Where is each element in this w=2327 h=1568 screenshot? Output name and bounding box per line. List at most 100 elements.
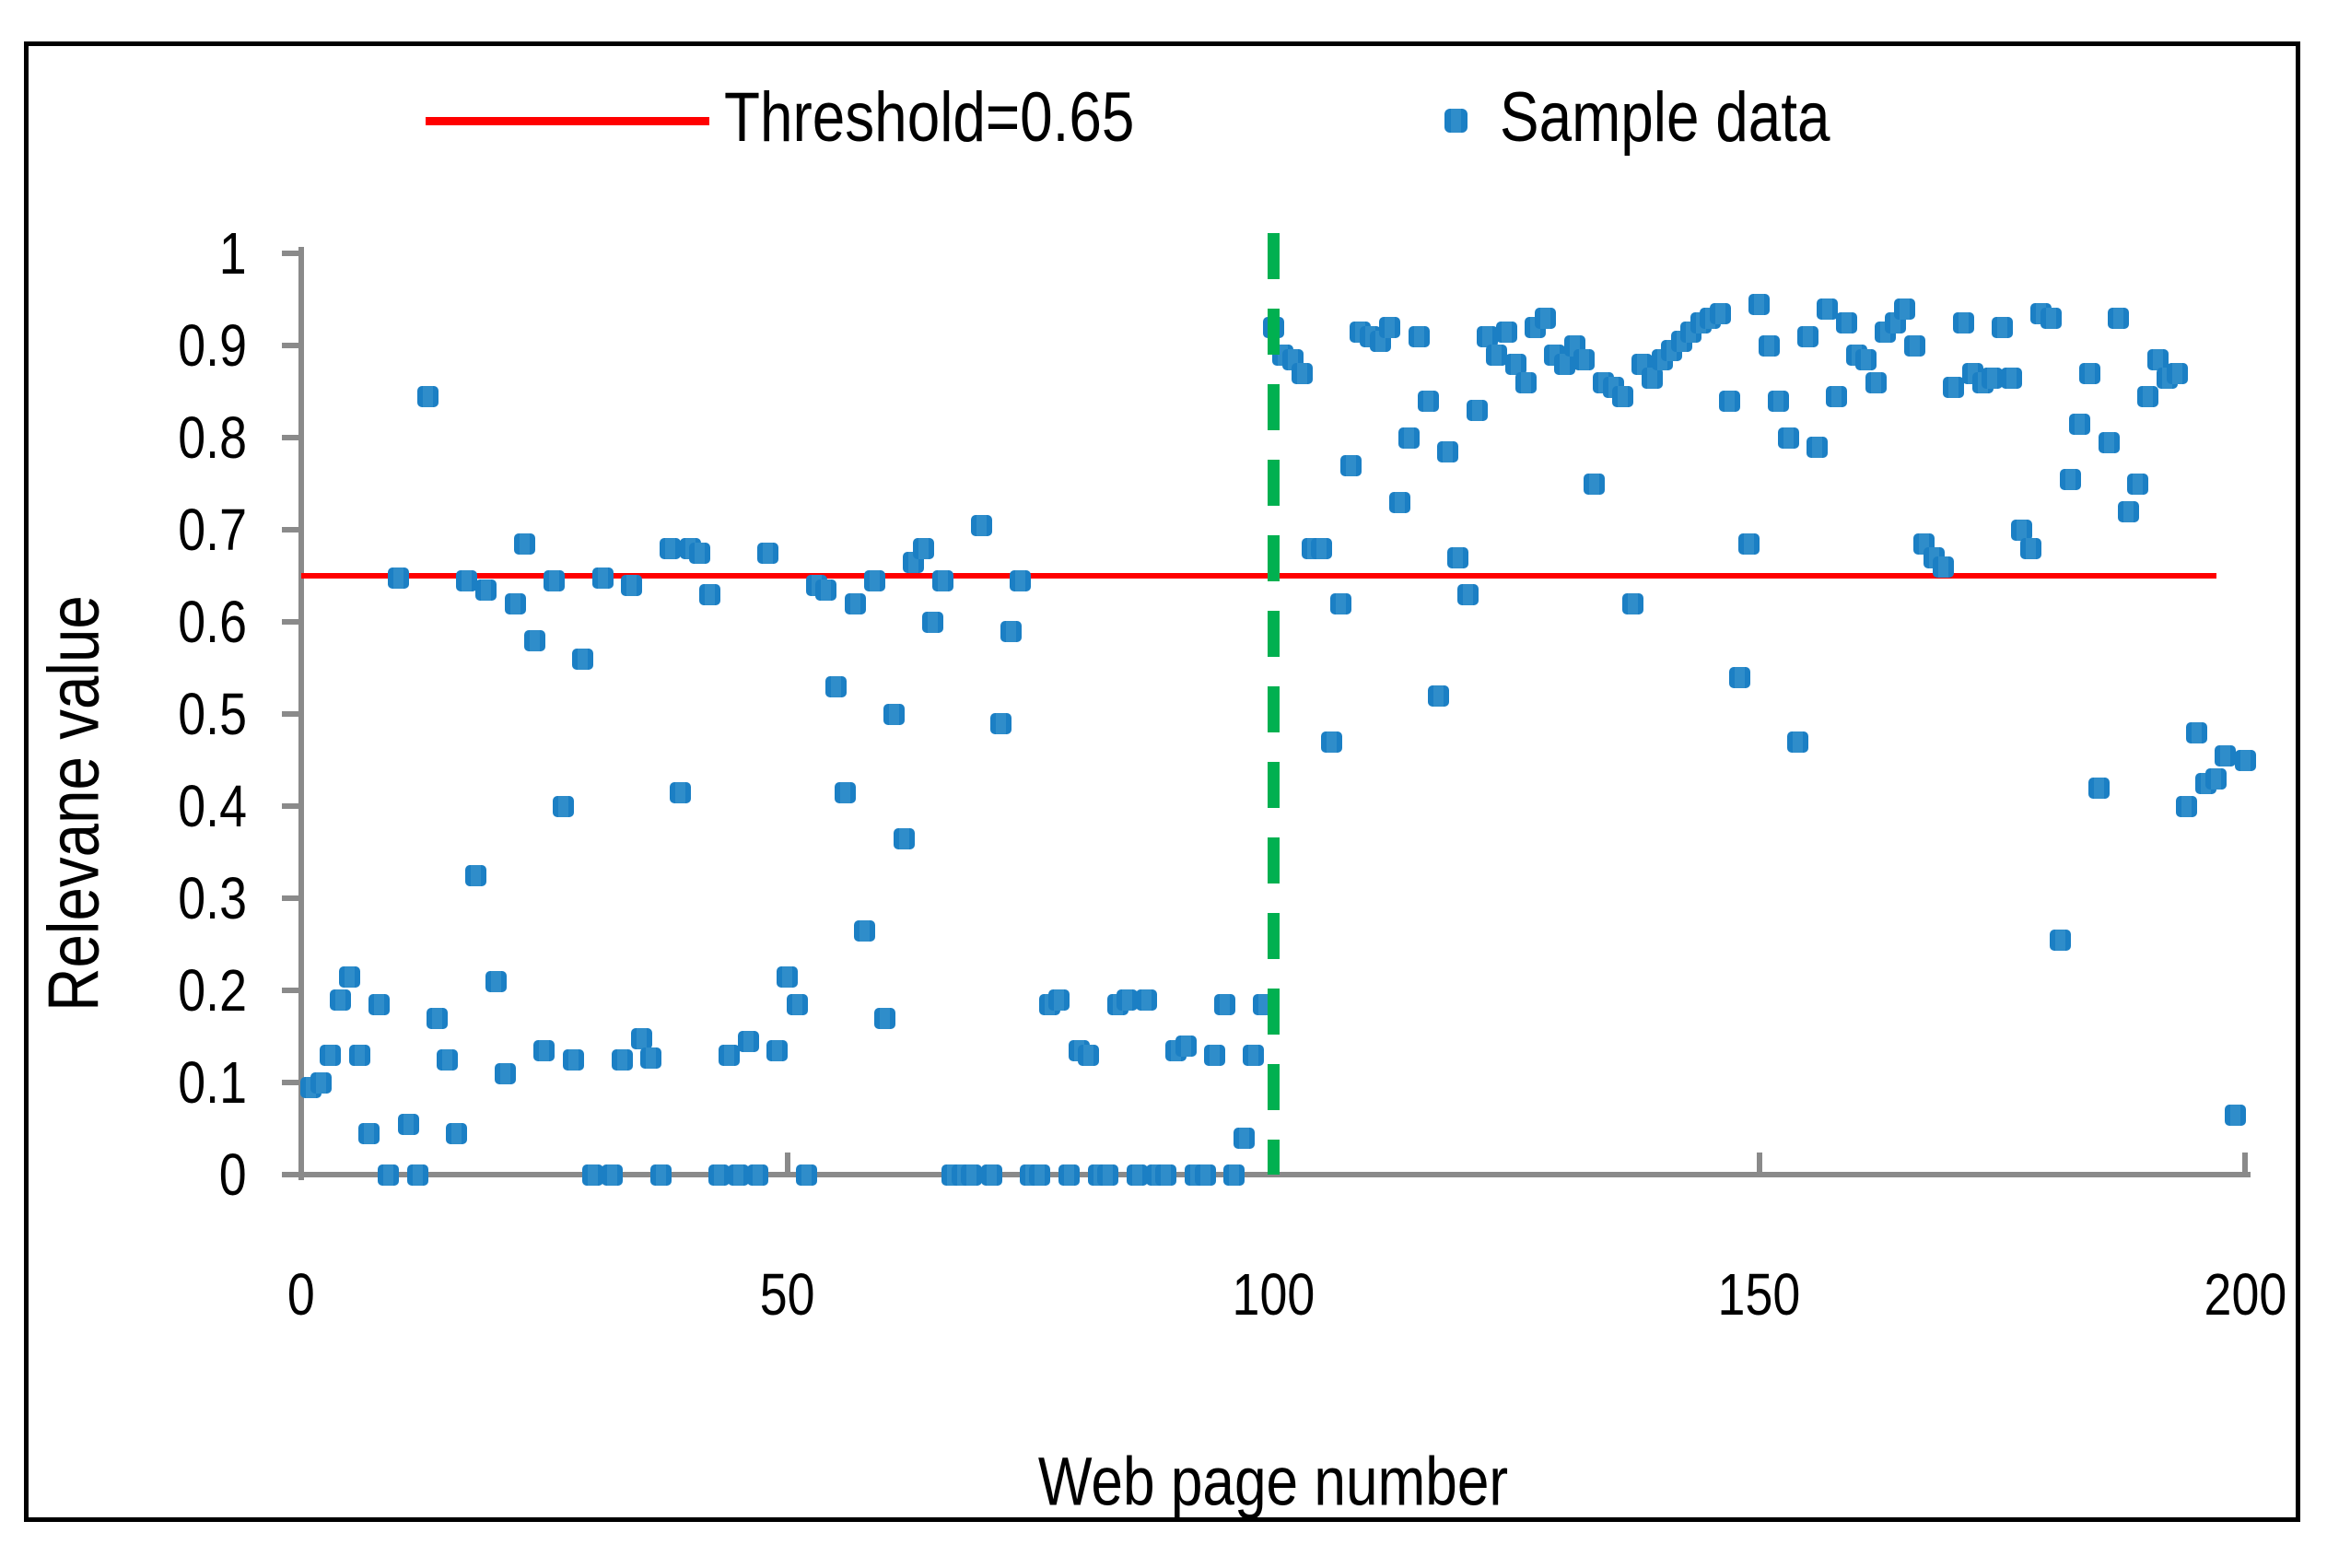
y-tick-label-text: 0 (219, 1141, 247, 1208)
y-tick-label: 0.6 (35, 592, 247, 651)
y-tick-label: 0.2 (35, 961, 247, 1020)
data-point (436, 1048, 458, 1071)
data-point (1982, 367, 2004, 389)
y-tick-mark (282, 343, 301, 348)
y-tick-label: 0.9 (35, 316, 247, 375)
y-tick-label: 0.1 (35, 1053, 247, 1112)
data-point (931, 569, 953, 591)
data-point (2020, 537, 2042, 559)
data-point (474, 579, 497, 601)
data-point (1243, 1044, 1265, 1066)
data-point (1311, 537, 1333, 559)
legend-sample-marker-icon (1444, 109, 1468, 133)
data-point (1048, 989, 1070, 1011)
data-point (756, 542, 778, 564)
data-point (1768, 390, 1790, 412)
data-point (689, 542, 711, 564)
data-point (1155, 1164, 1177, 1186)
y-tick-label-text: 0.3 (178, 865, 247, 931)
data-point (504, 592, 526, 614)
data-point (922, 611, 944, 633)
data-point (1554, 353, 1575, 375)
y-tick-label: 1 (35, 224, 247, 283)
data-point (1213, 993, 1235, 1015)
data-point (873, 1007, 895, 1029)
data-point (747, 1164, 769, 1186)
data-point (1816, 298, 1838, 320)
y-tick-label-text: 0.9 (178, 312, 247, 379)
data-point (2010, 519, 2032, 541)
x-tick-label-text: 50 (759, 1261, 815, 1328)
data-point (863, 569, 885, 591)
x-tick-label: 200 (2107, 1265, 2327, 1324)
threshold-line (301, 573, 2216, 579)
data-point (572, 648, 594, 670)
x-tick-mark (2242, 1153, 2248, 1172)
y-tick-label-text: 0.6 (178, 589, 247, 655)
data-point (961, 1164, 983, 1186)
data-point (485, 970, 507, 992)
data-point (1029, 1164, 1051, 1186)
x-tick-mark (1756, 1153, 1762, 1172)
data-point (602, 1164, 624, 1186)
data-point (1117, 989, 1139, 1011)
data-point (1467, 399, 1489, 421)
data-point (1835, 311, 1857, 333)
data-point (2234, 749, 2256, 771)
y-tick-label-text: 0.7 (178, 497, 247, 563)
data-point (1418, 390, 1440, 412)
data-point (630, 1027, 652, 1049)
data-point (1903, 334, 1925, 357)
data-point (416, 385, 439, 407)
data-point (980, 1164, 1002, 1186)
x-tick-label-text: 200 (2204, 1261, 2286, 1328)
data-point (446, 1122, 468, 1144)
data-point (1505, 353, 1527, 375)
x-axis-title: Web page number (1037, 1443, 1509, 1520)
data-point (1339, 454, 1362, 476)
legend-threshold-line-icon (426, 117, 709, 125)
data-point (388, 567, 409, 589)
x-axis-line (298, 1172, 2251, 1177)
data-point (2001, 367, 2023, 389)
data-point (1748, 293, 1770, 315)
data-point (1621, 592, 1643, 614)
x-tick-label-text: 150 (1717, 1261, 1801, 1328)
data-point (1796, 325, 1818, 347)
data-point (523, 629, 545, 651)
data-point (2137, 385, 2158, 407)
y-tick-label: 0.3 (35, 869, 247, 928)
y-tick-mark (282, 988, 301, 993)
data-point (1175, 1035, 1197, 1057)
data-point (591, 567, 614, 589)
y-tick-label-text: 0.8 (178, 404, 247, 471)
y-tick-label-text: 0.2 (178, 957, 247, 1024)
data-point (1126, 1164, 1148, 1186)
data-point (824, 675, 847, 697)
data-point (2176, 795, 2198, 817)
legend-threshold-label: Threshold=0.65 (724, 78, 1135, 158)
data-point (1398, 427, 1421, 449)
data-point (1078, 1044, 1100, 1066)
data-point (1388, 491, 1410, 513)
y-tick-mark (282, 711, 301, 717)
data-point (495, 1062, 517, 1084)
data-point (1728, 666, 1750, 688)
y-tick-mark (282, 435, 301, 440)
data-point (310, 1071, 332, 1094)
y-tick-mark (282, 1172, 301, 1177)
data-point (1408, 325, 1430, 347)
data-point (883, 703, 906, 725)
y-tick-mark (282, 527, 301, 532)
data-point (1233, 1127, 1255, 1149)
x-tick-label: 150 (1621, 1265, 1898, 1324)
y-tick-mark (282, 895, 301, 901)
data-point (1534, 307, 1556, 329)
data-point (1427, 685, 1449, 707)
data-point (718, 1044, 740, 1066)
data-point (1330, 592, 1352, 614)
data-point (1446, 546, 1468, 568)
data-point (329, 989, 351, 1011)
data-point (348, 1044, 370, 1066)
